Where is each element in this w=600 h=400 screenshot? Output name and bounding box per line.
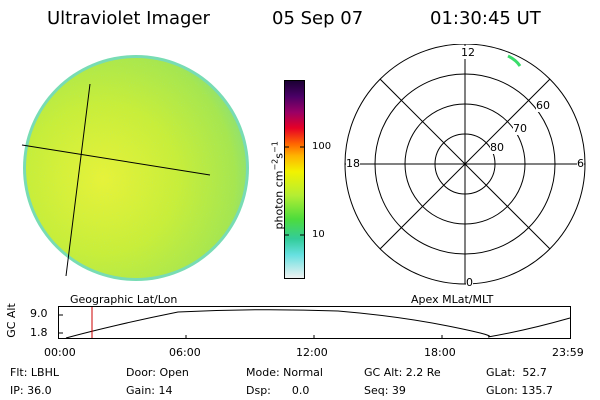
gain-status: Gain: 14 [126, 384, 173, 397]
time-tick-1800: 18:00 [424, 346, 456, 359]
latitude-line [21, 144, 211, 176]
mlat-label-70: 70 [513, 122, 527, 135]
polar-panel-label: Apex MLat/MLT [411, 293, 494, 306]
longitude-line [65, 83, 91, 277]
colorbar-tick-100: 100 [312, 141, 332, 152]
polar-plot [344, 44, 586, 285]
altitude-ytick-9: 9.0 [30, 307, 48, 320]
colorbar [284, 80, 305, 279]
glat-status: GLat: 52.7 [486, 366, 547, 379]
mlat-label-80: 80 [490, 141, 504, 154]
mlt-label-18: 18 [346, 157, 360, 170]
colorbar-tick-10: 10 [312, 229, 325, 240]
time-tick-0000: 00:00 [44, 346, 76, 359]
time-tick-0600: 06:00 [169, 346, 201, 359]
sequence-status: Seq: 39 [364, 384, 406, 397]
date-label: 05 Sep 07 [272, 8, 364, 29]
time-tick-2359: 23:59 [552, 346, 584, 359]
ip-status: IP: 36.0 [10, 384, 52, 397]
dsp-status: Dsp: 0.0 [246, 384, 310, 397]
door-status: Door: Open [126, 366, 189, 379]
geo-panel-label: Geographic Lat/Lon [70, 293, 178, 306]
altitude-plot [58, 306, 571, 339]
filter-status: Flt: LBHL [10, 366, 59, 379]
time-label: 01:30:45 UT [430, 8, 541, 29]
glon-status: GLon: 135.7 [486, 384, 553, 397]
altitude-ylabel: GC Alt [4, 303, 18, 338]
time-tick-1200: 12:00 [296, 346, 328, 359]
mlat-label-60: 60 [536, 99, 550, 112]
mlt-label-0: 0 [466, 276, 473, 289]
mlt-label-12: 12 [460, 46, 476, 59]
noise-texture [26, 58, 246, 278]
gc-altitude-status: GC Alt: 2.2 Re [364, 366, 441, 379]
mlt-label-6: 6 [577, 157, 584, 170]
instrument-title: Ultraviolet Imager [47, 8, 210, 29]
colorbar-unit-label: photon cm−2s−1 [270, 141, 286, 230]
altitude-ytick-1.8: 1.8 [30, 326, 48, 339]
altitude-curve [65, 309, 571, 339]
mode-status: Mode: Normal [246, 366, 323, 379]
auroral-emission [507, 54, 522, 67]
uvi-image [21, 55, 249, 281]
